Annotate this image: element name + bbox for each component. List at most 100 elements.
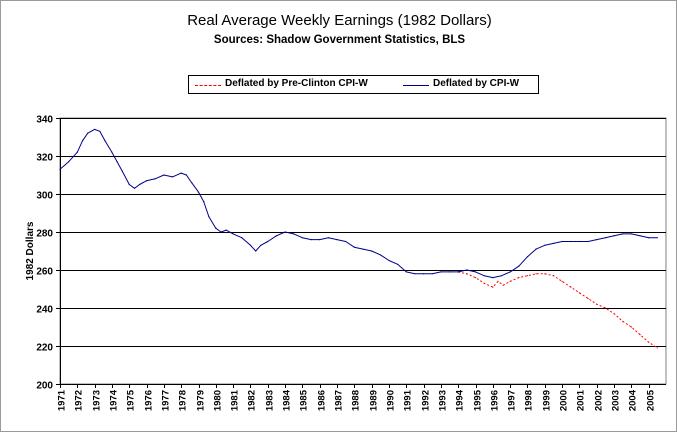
data-point-s1-11 [128, 183, 130, 186]
data-point-s1-5 [94, 128, 96, 130]
data-point-s1-68 [578, 240, 581, 243]
data-point-s1-47 [397, 263, 399, 265]
data-point-s1-26 [225, 229, 227, 231]
data-point-s0-20 [622, 320, 624, 322]
data-point-s1-9 [116, 161, 118, 163]
data-point-s1-33 [275, 235, 277, 237]
tick-label-x-1986: 1986 [317, 390, 328, 411]
data-point-s1-1 [68, 161, 70, 163]
data-point-s1-27 [232, 233, 234, 235]
data-point-s1-25 [220, 231, 222, 233]
data-point-s1-49 [414, 273, 416, 275]
data-point-s0-7 [509, 280, 511, 282]
data-point-s1-72 [613, 235, 615, 237]
data-point-s0-8 [518, 277, 520, 279]
data-point-s1-15 [154, 178, 156, 180]
data-point-s1-60 [509, 271, 511, 273]
plot-area [59, 117, 667, 385]
data-point-s1-50 [423, 273, 425, 275]
data-point-s1-75 [639, 235, 641, 237]
tick-label-y-300: 300 [36, 191, 53, 202]
data-point-s0-6 [502, 284, 504, 286]
data-point-s0-16 [587, 297, 589, 300]
y-axis-title: 1982 Dollars [25, 221, 36, 280]
data-point-s1-67 [570, 240, 572, 243]
data-point-s1-39 [327, 237, 329, 239]
tick-label-x-2002: 2002 [594, 390, 605, 411]
tick-label-x-1994: 1994 [455, 389, 466, 411]
data-point-s0-9 [526, 275, 529, 277]
series-line-1 [59, 128, 658, 279]
data-point-s1-62 [526, 256, 529, 258]
data-point-s1-6 [99, 130, 101, 132]
tick-label-x-2005: 2005 [646, 389, 657, 411]
data-point-s1-2 [76, 151, 78, 153]
data-point-s0-4 [492, 286, 494, 288]
data-point-s1-55 [466, 269, 468, 271]
data-point-s1-38 [319, 239, 321, 241]
tick-label-x-1997: 1997 [507, 390, 518, 411]
data-point-s1-8 [111, 151, 113, 153]
chart-title: Real Average Weekly Earnings (1982 Dolla… [187, 12, 492, 29]
data-point-s1-58 [492, 277, 494, 279]
data-point-s1-46 [388, 259, 390, 262]
data-point-s0-2 [474, 277, 477, 279]
data-point-s1-28 [241, 237, 243, 239]
data-point-s1-51 [431, 273, 433, 275]
tick-label-x-1975: 1975 [126, 389, 137, 411]
data-point-s0-21 [630, 326, 633, 328]
tick-label-x-1977: 1977 [161, 390, 172, 411]
legend-label-cpi-w: Deflated by CPI-W [433, 78, 520, 89]
data-point-s1-64 [544, 244, 546, 246]
data-point-s1-56 [474, 271, 477, 273]
tick-label-x-1987: 1987 [334, 390, 345, 411]
data-point-s1-48 [405, 271, 407, 273]
data-point-s1-44 [371, 250, 373, 252]
data-point-s0-23 [648, 341, 650, 343]
tick-label-y-220: 220 [36, 343, 53, 354]
data-point-s1-19 [185, 174, 187, 176]
legend-swatch-cpi-w [403, 85, 429, 86]
tick-label-x-1990: 1990 [386, 390, 397, 411]
tick-label-x-1992: 1992 [421, 390, 432, 411]
tick-label-y-320: 320 [36, 153, 53, 164]
data-point-s1-23 [208, 216, 210, 218]
data-point-s0-3 [483, 282, 485, 284]
data-point-s1-77 [656, 237, 658, 239]
tick-label-y-200: 200 [36, 381, 53, 392]
data-point-s1-30 [255, 250, 257, 252]
data-point-s1-18 [180, 172, 182, 174]
tick-label-x-1979: 1979 [196, 390, 207, 411]
data-point-s1-34 [284, 231, 286, 233]
data-point-s0-24 [656, 347, 658, 349]
data-point-s1-54 [457, 271, 459, 273]
tick-label-x-1978: 1978 [178, 390, 189, 411]
data-point-s1-70 [596, 239, 598, 241]
data-point-s1-29 [249, 244, 252, 246]
data-point-s1-32 [267, 240, 269, 243]
data-point-s0-22 [639, 334, 641, 336]
data-point-s1-61 [518, 265, 520, 267]
tick-label-x-2000: 2000 [559, 390, 570, 411]
data-point-s1-76 [648, 237, 650, 239]
tick-label-x-1988: 1988 [351, 390, 362, 411]
tick-label-y-340: 340 [36, 115, 53, 126]
tick-label-x-1996: 1996 [490, 390, 501, 411]
tick-label-x-1974: 1974 [109, 389, 120, 411]
data-point-s1-36 [301, 237, 303, 239]
tick-label-x-1998: 1998 [524, 390, 535, 411]
chart-subtitle: Sources: Shadow Government Statistics, B… [213, 34, 466, 46]
data-point-s1-17 [171, 176, 174, 178]
data-point-s1-31 [260, 244, 262, 246]
tick-label-x-1973: 1973 [92, 390, 103, 411]
data-point-s1-4 [87, 132, 89, 134]
tick-label-x-1999: 1999 [542, 390, 553, 411]
tick-label-x-1976: 1976 [144, 390, 155, 411]
data-point-s1-16 [163, 174, 165, 176]
tick-label-x-1991: 1991 [403, 389, 414, 411]
data-point-s1-14 [146, 180, 148, 182]
legend-label-pre-clinton: Deflated by Pre-Clinton CPI-W [225, 78, 368, 89]
data-point-s1-35 [293, 233, 295, 235]
data-point-s1-3 [81, 140, 84, 142]
data-point-s1-22 [203, 201, 205, 203]
